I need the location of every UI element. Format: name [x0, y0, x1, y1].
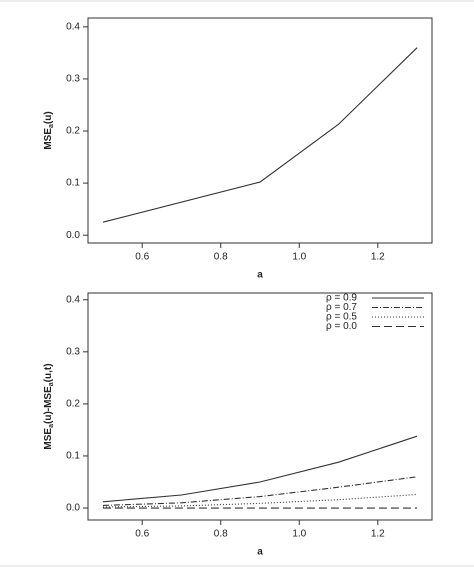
legend-label: ρ = 0.0: [326, 321, 357, 332]
plot-frame: [87, 17, 433, 244]
y-tick-label: 0.2: [66, 399, 80, 410]
y-axis-label-part: a: [48, 382, 55, 386]
line: [102, 493, 418, 508]
y-tick-label: 0.0: [66, 503, 80, 514]
y-tick-label: 0.3: [66, 346, 80, 357]
x-tick-label: 1.2: [371, 252, 385, 263]
y-axis-label-part: MSE: [43, 128, 54, 150]
x-axis-label: a: [257, 270, 263, 281]
legend-label: ρ = 0.7: [326, 302, 357, 313]
x-axis-label: a: [257, 547, 263, 558]
y-tick-label: 0.1: [66, 451, 80, 462]
legend-label: ρ = 0.9: [326, 293, 357, 304]
y-axis-label: MSEa(u)-MSEa(u,t): [43, 363, 56, 449]
y-axis-label-part: (u,t): [43, 363, 54, 382]
x-tick-label: 0.6: [135, 529, 149, 540]
y-tick-label: 0.4: [66, 294, 80, 305]
y-axis-label: MSEa(u): [43, 111, 56, 149]
y-axis-label-part: (u): [43, 111, 54, 124]
legend-label: ρ = 0.5: [326, 312, 357, 323]
y-tick-label: 0.1: [66, 178, 80, 189]
x-tick-label: 1.2: [371, 529, 385, 540]
y-axis-label-part: (u)-MSE: [43, 386, 54, 424]
x-tick-label: 0.8: [214, 252, 228, 263]
x-tick-label: 0.6: [135, 252, 149, 263]
y-tick-label: 0.2: [66, 126, 80, 137]
line: [102, 47, 418, 223]
y-axis-label-part: MSE: [43, 428, 54, 450]
x-tick-label: 1.0: [292, 252, 306, 263]
y-tick-label: 0.4: [66, 21, 80, 32]
line: [102, 435, 418, 503]
y-axis-label-part: a: [48, 124, 55, 128]
plot-frame: [87, 292, 433, 521]
y-tick-label: 0.3: [66, 74, 80, 85]
x-tick-label: 1.0: [292, 529, 306, 540]
line: [102, 476, 418, 506]
y-axis-label-part: a: [48, 424, 55, 428]
y-tick-label: 0.0: [66, 230, 80, 241]
x-tick-label: 0.8: [214, 529, 228, 540]
